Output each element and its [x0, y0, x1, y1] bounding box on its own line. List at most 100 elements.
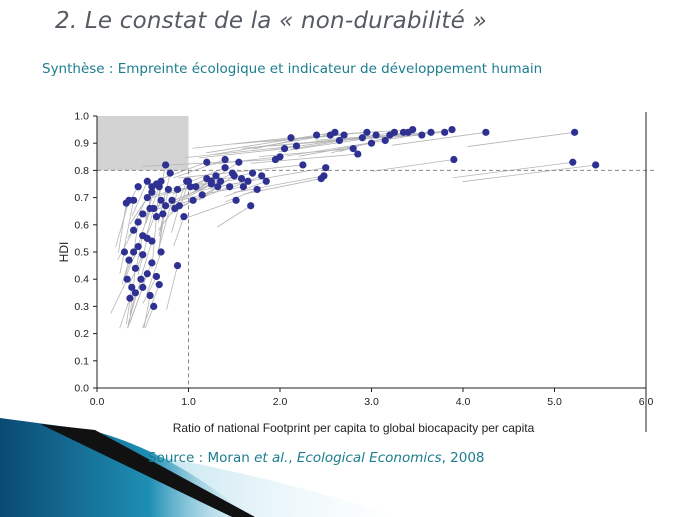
trajectory-line — [144, 306, 155, 329]
trajectory-line — [144, 200, 162, 240]
trajectory-line — [139, 241, 153, 281]
trajectory-line — [372, 159, 454, 172]
y-axis-ticks: 0.0 0.1 0.2 0.3 0.4 0.5 0.6 0.7 0.8 0.9 1.0 — [74, 111, 97, 395]
data-point — [331, 128, 339, 136]
source-year: , 2008 — [441, 450, 485, 466]
slide-subtitle: Synthèse : Empreinte écologique et indic… — [42, 61, 543, 77]
data-point — [247, 202, 255, 210]
trajectory-line — [115, 200, 130, 248]
source-prefix: Source : Moran — [148, 450, 255, 466]
trajectory-line — [145, 183, 157, 219]
data-point — [139, 251, 147, 259]
trajectory-line — [224, 189, 258, 203]
data-point — [216, 177, 225, 185]
data-point — [186, 183, 194, 191]
sustainable-region — [97, 116, 189, 171]
data-point — [335, 136, 344, 145]
data-point — [313, 131, 321, 139]
trajectory-line — [172, 180, 212, 205]
trajectory-line — [146, 251, 162, 294]
y-tick-label: 0.2 — [74, 328, 89, 340]
data-point — [157, 248, 165, 256]
trajectory-line — [214, 134, 331, 155]
data-point — [292, 142, 301, 150]
data-point — [390, 128, 398, 136]
data-points — [120, 126, 600, 310]
data-point — [226, 183, 234, 191]
data-point — [363, 128, 371, 136]
data-point — [262, 177, 270, 185]
data-point — [126, 294, 134, 302]
data-point — [441, 128, 449, 136]
trajectory-line — [179, 199, 237, 221]
trajectory-line — [157, 200, 173, 253]
data-point — [134, 183, 142, 191]
data-point — [409, 126, 417, 134]
trajectory-line — [122, 200, 134, 253]
data-point — [381, 136, 389, 145]
trajectory-line — [119, 251, 125, 274]
trajectory-line — [142, 276, 157, 304]
data-point — [162, 202, 170, 210]
trajectory-line — [184, 172, 233, 200]
data-point — [569, 158, 577, 166]
x-tick-label: 5.0 — [547, 396, 562, 408]
data-point — [203, 158, 211, 166]
data-point — [276, 153, 284, 161]
data-point — [221, 155, 229, 164]
data-point — [571, 128, 579, 136]
data-point — [180, 213, 188, 221]
trajectory-line — [250, 153, 358, 164]
trajectory-line — [131, 181, 148, 216]
data-point — [143, 194, 151, 202]
data-point — [320, 172, 328, 180]
x-tick-label: 6.0 — [639, 396, 654, 408]
data-point — [130, 226, 138, 234]
trajectory-line — [391, 131, 486, 146]
slide-title: 2. Le constat de la « non-durabilité » — [55, 8, 487, 34]
data-point — [139, 210, 147, 218]
trajectory-line — [173, 216, 185, 247]
data-point — [372, 131, 380, 139]
trajectory-line — [144, 186, 196, 200]
data-point — [349, 145, 357, 153]
trajectory-line — [185, 145, 297, 159]
data-point — [354, 150, 362, 158]
data-point — [322, 164, 330, 172]
data-point — [192, 183, 200, 191]
trajectory-line — [119, 298, 131, 329]
trajectory-line — [157, 208, 176, 231]
data-point — [146, 204, 154, 213]
trajectory-line — [467, 131, 575, 147]
data-point — [232, 196, 240, 204]
data-point — [152, 272, 161, 281]
y-tick-label: 1.0 — [74, 111, 89, 123]
trajectory-line — [233, 175, 324, 193]
source-sep: , — [288, 450, 297, 466]
x-tick-label: 0.0 — [90, 396, 105, 408]
data-point — [450, 155, 458, 164]
data-point — [189, 196, 197, 204]
trajectory-line — [171, 167, 226, 190]
data-point — [248, 169, 257, 177]
data-point — [207, 177, 215, 185]
data-point — [340, 131, 348, 139]
data-point — [280, 145, 289, 153]
trajectory-line — [207, 156, 281, 166]
data-point — [299, 161, 307, 169]
data-point — [125, 256, 133, 264]
data-point — [155, 183, 163, 191]
swoosh-black — [40, 424, 255, 517]
data-point — [146, 291, 154, 300]
trajectory-line — [171, 205, 180, 233]
data-point — [148, 183, 156, 191]
trajectory-line — [216, 205, 251, 228]
data-point — [258, 172, 266, 180]
data-point — [164, 185, 172, 194]
data-point — [168, 196, 176, 204]
data-point — [139, 283, 147, 291]
data-point — [137, 275, 145, 283]
data-point — [175, 202, 183, 210]
trajectory-line — [118, 202, 127, 253]
